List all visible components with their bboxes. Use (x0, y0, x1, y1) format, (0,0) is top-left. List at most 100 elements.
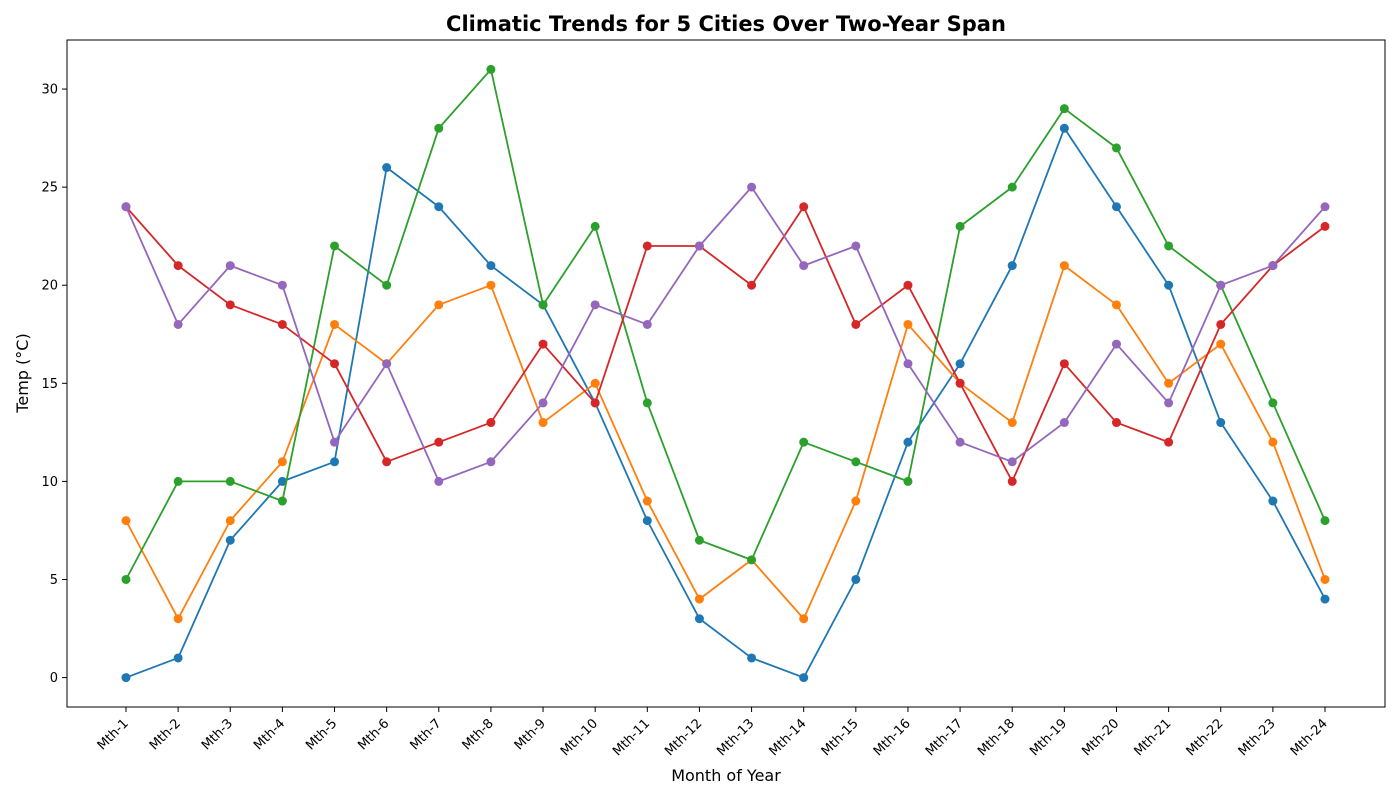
series-3-point (955, 221, 965, 231)
series-3-point (1007, 182, 1017, 192)
series-5-line (125, 186, 1326, 483)
plot-frame (66, 39, 1386, 708)
series-3-line (125, 68, 1326, 581)
series-5-point (642, 319, 652, 329)
series-5-point (173, 319, 183, 329)
series-5-point (1059, 418, 1069, 428)
series-1-point (1059, 123, 1069, 133)
series-1-point (225, 535, 235, 545)
series-1-point (955, 359, 965, 369)
y-tick-label: 10 (41, 475, 58, 490)
series-3-point (747, 555, 757, 565)
series-5-point (382, 359, 392, 369)
series-3-point (382, 280, 392, 290)
x-axis-label: Month of Year (671, 766, 781, 785)
series-2-point (1216, 339, 1226, 349)
y-axis-label: Temp (°C) (13, 333, 32, 413)
series-5-point (799, 261, 809, 271)
series-3-point (1111, 143, 1121, 153)
series-4-line (125, 205, 1326, 483)
series-3-point (173, 476, 183, 486)
series-1-point (1268, 496, 1278, 506)
series-2-point (121, 516, 131, 526)
series-5-point (851, 241, 861, 251)
y-tick-label: 15 (41, 377, 58, 392)
series-2-point (277, 457, 287, 467)
series-1-line (125, 127, 1326, 679)
series-3-point (277, 496, 287, 506)
series-2-point (330, 319, 340, 329)
series-4-point (434, 437, 444, 447)
series-1-point (903, 437, 913, 447)
series-4-point (225, 300, 235, 310)
series-5-point (955, 437, 965, 447)
series-4-point (1216, 319, 1226, 329)
series-5-point (1216, 280, 1226, 290)
series-1-point (851, 574, 861, 584)
series-5-point (903, 359, 913, 369)
series-3-point (225, 476, 235, 486)
series-1-point (642, 516, 652, 526)
series-2-point (1007, 418, 1017, 428)
series-5-point (225, 261, 235, 271)
series-5-point (1320, 202, 1330, 212)
series-1-point (1111, 202, 1121, 212)
series-2-line (125, 264, 1326, 620)
series-3-point (694, 535, 704, 545)
series-5-point (694, 241, 704, 251)
series-2-point (486, 280, 496, 290)
series-5-point (1268, 261, 1278, 271)
series-4-point (1164, 437, 1174, 447)
series-3-point (1164, 241, 1174, 251)
series-3-point (330, 241, 340, 251)
series-5-point (590, 300, 600, 310)
y-tick-label: 25 (41, 181, 58, 196)
series-1-point (173, 653, 183, 663)
series-2-point (903, 319, 913, 329)
series-1-point (434, 202, 444, 212)
series-1-point (1320, 594, 1330, 604)
series-2-point (590, 378, 600, 388)
series-3-point (590, 221, 600, 231)
series-1-point (277, 476, 287, 486)
series-1-point (1007, 261, 1017, 271)
series-2-point (799, 614, 809, 624)
series-5-point (1007, 457, 1017, 467)
series-1-point (121, 673, 131, 683)
series-3-point (799, 437, 809, 447)
series-4-point (799, 202, 809, 212)
series-2-point (434, 300, 444, 310)
series-3-point (121, 574, 131, 584)
series-1-point (382, 163, 392, 173)
series-4-point (903, 280, 913, 290)
series-4-point (486, 418, 496, 428)
series-3-point (1320, 516, 1330, 526)
series-3-point (903, 476, 913, 486)
series-5-point (330, 437, 340, 447)
series-4-point (1111, 418, 1121, 428)
series-5 (121, 182, 1330, 486)
y-tick-label: 30 (41, 83, 58, 98)
chart-title: Climatic Trends for 5 Cities Over Two-Ye… (446, 12, 1006, 36)
series-5-point (486, 457, 496, 467)
series-2-point (642, 496, 652, 506)
series-2-point (1268, 437, 1278, 447)
series-2-point (851, 496, 861, 506)
series-3-point (1059, 104, 1069, 114)
series-5-point (277, 280, 287, 290)
series-5-point (538, 398, 548, 408)
y-tick-label: 20 (41, 279, 58, 294)
series-1-point (1216, 418, 1226, 428)
series-3-point (642, 398, 652, 408)
series-5-point (747, 182, 757, 192)
series-5-point (434, 476, 444, 486)
series-1-point (694, 614, 704, 624)
series-3-point (1268, 398, 1278, 408)
series-4-point (1007, 476, 1017, 486)
series-2-point (1320, 574, 1330, 584)
series-2-point (1111, 300, 1121, 310)
series-3-point (434, 123, 444, 133)
series-1-point (1164, 280, 1174, 290)
series-2-point (1059, 261, 1069, 271)
